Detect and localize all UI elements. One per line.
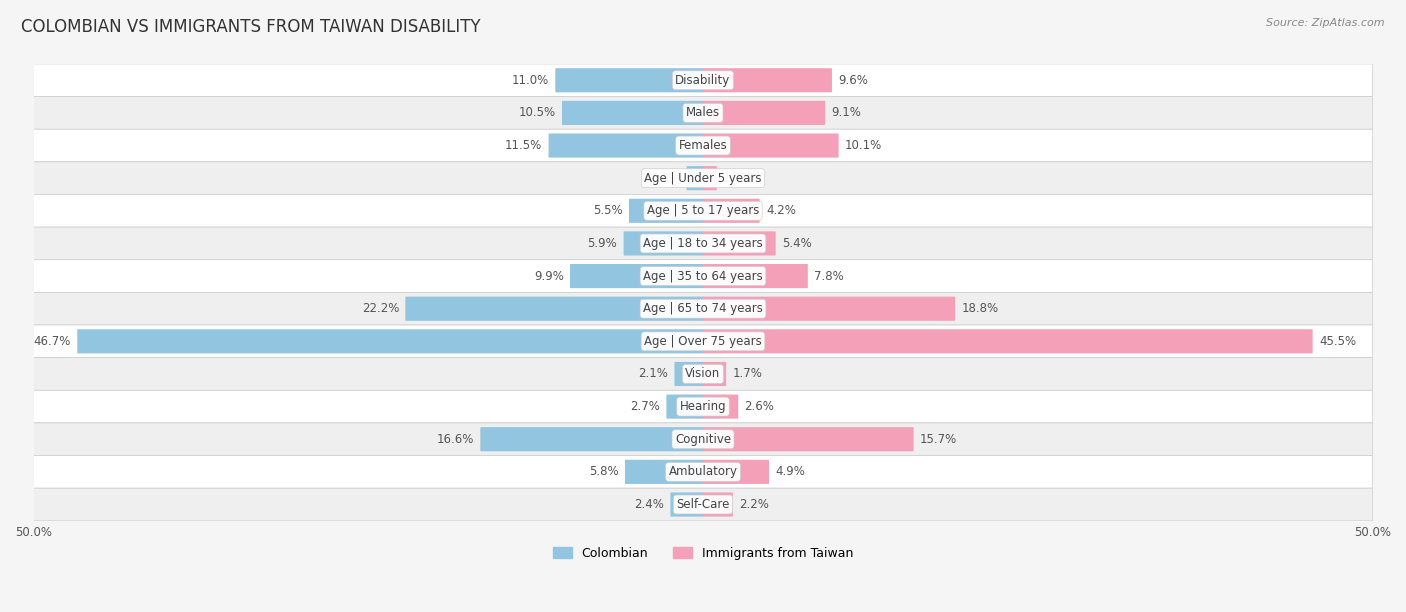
Text: 5.5%: 5.5% — [593, 204, 623, 217]
FancyBboxPatch shape — [562, 101, 703, 125]
Text: 1.7%: 1.7% — [733, 367, 762, 381]
FancyBboxPatch shape — [703, 427, 914, 451]
Text: 11.0%: 11.0% — [512, 74, 548, 87]
Text: 2.6%: 2.6% — [745, 400, 775, 413]
FancyBboxPatch shape — [481, 427, 703, 451]
Text: 4.2%: 4.2% — [766, 204, 796, 217]
FancyBboxPatch shape — [703, 231, 776, 256]
Text: Vision: Vision — [685, 367, 721, 381]
Text: 18.8%: 18.8% — [962, 302, 998, 315]
Text: 7.8%: 7.8% — [814, 269, 844, 283]
FancyBboxPatch shape — [703, 101, 825, 125]
Text: 16.6%: 16.6% — [437, 433, 474, 446]
Text: 10.1%: 10.1% — [845, 139, 882, 152]
Text: 2.7%: 2.7% — [630, 400, 661, 413]
FancyBboxPatch shape — [34, 390, 1372, 423]
FancyBboxPatch shape — [34, 97, 1372, 129]
Text: Age | Over 75 years: Age | Over 75 years — [644, 335, 762, 348]
FancyBboxPatch shape — [34, 455, 1372, 488]
Text: Age | 5 to 17 years: Age | 5 to 17 years — [647, 204, 759, 217]
FancyBboxPatch shape — [569, 264, 703, 288]
FancyBboxPatch shape — [34, 162, 1372, 195]
FancyBboxPatch shape — [675, 362, 703, 386]
FancyBboxPatch shape — [34, 227, 1372, 259]
Text: 2.1%: 2.1% — [638, 367, 668, 381]
FancyBboxPatch shape — [34, 64, 1372, 97]
FancyBboxPatch shape — [34, 325, 1372, 357]
Text: Ambulatory: Ambulatory — [668, 465, 738, 479]
FancyBboxPatch shape — [686, 166, 703, 190]
FancyBboxPatch shape — [703, 133, 838, 158]
Legend: Colombian, Immigrants from Taiwan: Colombian, Immigrants from Taiwan — [548, 542, 858, 565]
Text: 1.0%: 1.0% — [723, 172, 752, 185]
Text: Hearing: Hearing — [679, 400, 727, 413]
Text: 45.5%: 45.5% — [1319, 335, 1355, 348]
Text: Cognitive: Cognitive — [675, 433, 731, 446]
FancyBboxPatch shape — [405, 297, 703, 321]
Text: 5.9%: 5.9% — [588, 237, 617, 250]
FancyBboxPatch shape — [34, 357, 1372, 390]
FancyBboxPatch shape — [34, 195, 1372, 227]
Text: Self-Care: Self-Care — [676, 498, 730, 511]
FancyBboxPatch shape — [671, 493, 703, 517]
FancyBboxPatch shape — [666, 395, 703, 419]
FancyBboxPatch shape — [628, 199, 703, 223]
FancyBboxPatch shape — [703, 264, 808, 288]
FancyBboxPatch shape — [703, 329, 1313, 353]
Text: 5.4%: 5.4% — [782, 237, 811, 250]
Text: 9.6%: 9.6% — [838, 74, 868, 87]
FancyBboxPatch shape — [703, 395, 738, 419]
Text: Males: Males — [686, 106, 720, 119]
Text: 11.5%: 11.5% — [505, 139, 543, 152]
Text: Source: ZipAtlas.com: Source: ZipAtlas.com — [1267, 18, 1385, 28]
Text: COLOMBIAN VS IMMIGRANTS FROM TAIWAN DISABILITY: COLOMBIAN VS IMMIGRANTS FROM TAIWAN DISA… — [21, 18, 481, 36]
FancyBboxPatch shape — [34, 423, 1372, 455]
FancyBboxPatch shape — [703, 362, 725, 386]
Text: 9.9%: 9.9% — [534, 269, 564, 283]
FancyBboxPatch shape — [703, 199, 759, 223]
FancyBboxPatch shape — [77, 329, 703, 353]
FancyBboxPatch shape — [624, 231, 703, 256]
Text: 9.1%: 9.1% — [831, 106, 862, 119]
FancyBboxPatch shape — [34, 129, 1372, 162]
Text: Age | 35 to 64 years: Age | 35 to 64 years — [643, 269, 763, 283]
Text: 1.2%: 1.2% — [651, 172, 681, 185]
Text: 5.8%: 5.8% — [589, 465, 619, 479]
Text: Age | 65 to 74 years: Age | 65 to 74 years — [643, 302, 763, 315]
Text: 4.9%: 4.9% — [775, 465, 806, 479]
FancyBboxPatch shape — [548, 133, 703, 158]
Text: 2.2%: 2.2% — [740, 498, 769, 511]
Text: 2.4%: 2.4% — [634, 498, 664, 511]
Text: 10.5%: 10.5% — [519, 106, 555, 119]
FancyBboxPatch shape — [703, 493, 733, 517]
Text: Disability: Disability — [675, 74, 731, 87]
Text: Age | Under 5 years: Age | Under 5 years — [644, 172, 762, 185]
FancyBboxPatch shape — [703, 460, 769, 484]
FancyBboxPatch shape — [703, 68, 832, 92]
FancyBboxPatch shape — [703, 166, 717, 190]
Text: Age | 18 to 34 years: Age | 18 to 34 years — [643, 237, 763, 250]
FancyBboxPatch shape — [34, 293, 1372, 325]
FancyBboxPatch shape — [34, 488, 1372, 521]
FancyBboxPatch shape — [624, 460, 703, 484]
FancyBboxPatch shape — [34, 259, 1372, 293]
FancyBboxPatch shape — [555, 68, 703, 92]
Text: 15.7%: 15.7% — [920, 433, 957, 446]
Text: 22.2%: 22.2% — [361, 302, 399, 315]
Text: 46.7%: 46.7% — [34, 335, 70, 348]
Text: Females: Females — [679, 139, 727, 152]
FancyBboxPatch shape — [703, 297, 955, 321]
